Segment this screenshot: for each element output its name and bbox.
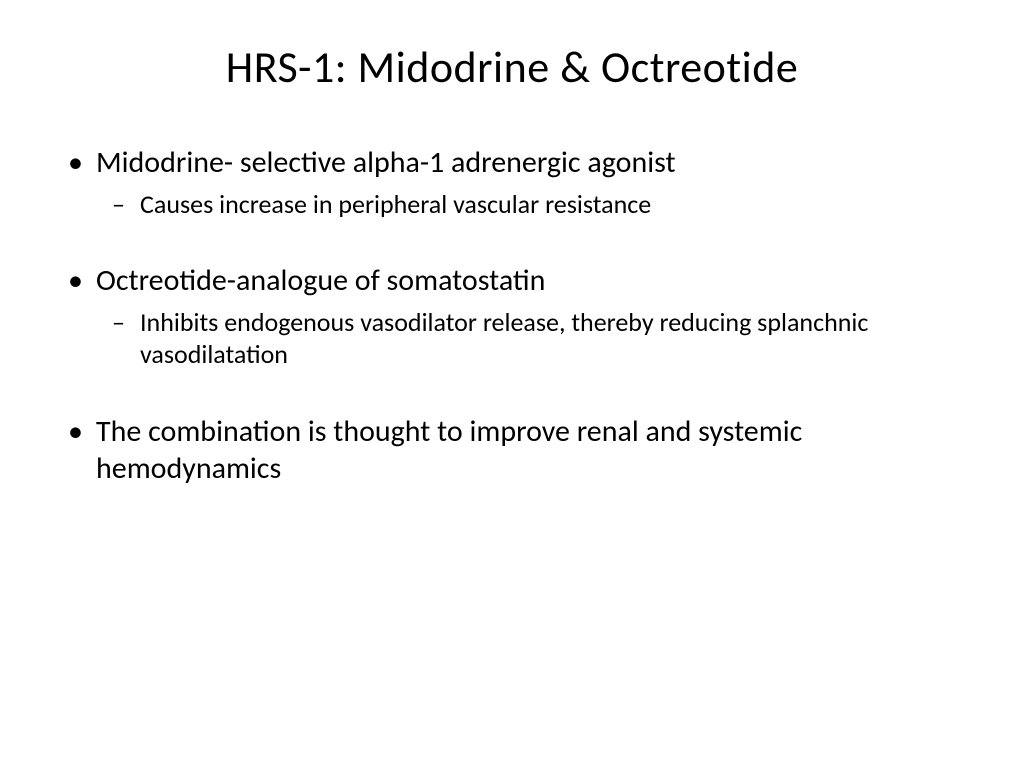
bullet-item: The combination is thought to improve re… — [60, 413, 964, 488]
sub-bullet-text: Causes increase in peripheral vascular r… — [140, 188, 651, 220]
bullet-list: The combination is thought to improve re… — [60, 413, 964, 488]
bullet-list: Midodrine- selective alpha-1 adrenergic … — [60, 144, 964, 220]
slide: HRS-1: Midodrine & Octreotide Midodrine-… — [0, 0, 1024, 768]
spacer — [60, 228, 964, 262]
bullet-list: Octreotide-analogue of somatostatin Inhi… — [60, 262, 964, 371]
spacer — [60, 379, 964, 413]
sub-bullet-text: Inhibits endogenous vasodilator release,… — [140, 306, 868, 371]
sub-bullet-item: Inhibits endogenous vasodilator release,… — [96, 306, 964, 371]
sub-bullet-list: Causes increase in peripheral vascular r… — [96, 188, 964, 221]
bullet-item: Midodrine- selective alpha-1 adrenergic … — [60, 144, 964, 220]
bullet-text: Octreotide-analogue of somatostatin — [96, 262, 545, 299]
slide-title: HRS-1: Midodrine & Octreotide — [60, 40, 964, 94]
bullet-text: The combination is thought to improve re… — [96, 413, 802, 488]
bullet-text: Midodrine- selective alpha-1 adrenergic … — [96, 144, 676, 181]
sub-bullet-list: Inhibits endogenous vasodilator release,… — [96, 306, 964, 371]
bullet-item: Octreotide-analogue of somatostatin Inhi… — [60, 262, 964, 371]
sub-bullet-item: Causes increase in peripheral vascular r… — [96, 188, 964, 221]
